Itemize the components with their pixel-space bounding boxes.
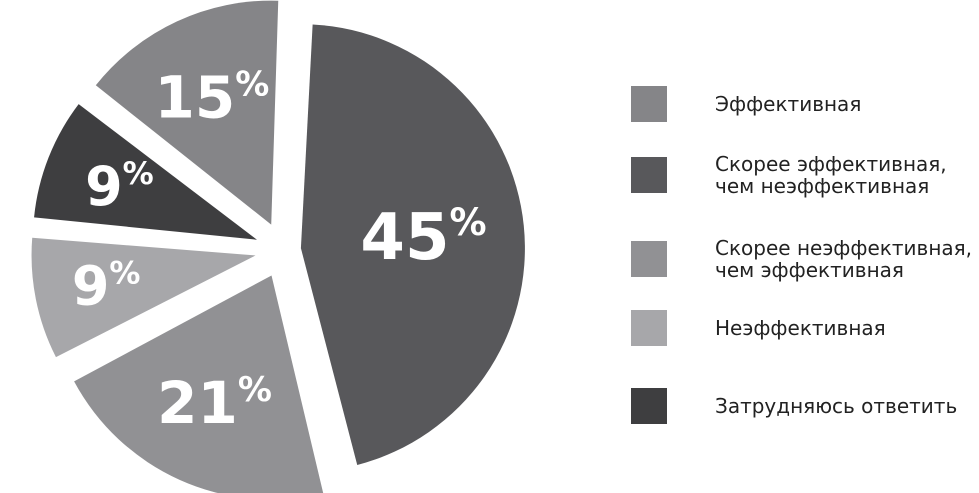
legend-item-rather-ineffective: Скорее неэффективная, чем эффективная — [631, 237, 972, 281]
pie-chart: 45%21%9%9%15% — [31, 0, 525, 493]
legend-item-effective: Эффективная — [631, 86, 861, 122]
slice-hard-to-say — [34, 104, 257, 240]
data-label-effective: 15% — [154, 63, 269, 131]
slice-rather-ineffective — [74, 275, 324, 493]
legend: Эффективная Скорее эффективная, чем неэф… — [631, 0, 979, 493]
pie-labels: 45%21%9%9%15% — [72, 63, 487, 437]
data-label-rather-ineffective: 21% — [157, 369, 272, 437]
data-label-ineffective: 9% — [72, 255, 141, 318]
legend-item-hard-to-say: Затрудняюсь ответить — [631, 388, 957, 424]
data-label-hard-to-say: 9% — [85, 155, 154, 218]
slice-rather-effective — [300, 24, 525, 465]
data-label-rather-effective: 45% — [360, 201, 486, 275]
pie-slices — [31, 0, 525, 493]
legend-label: Скорее неэффективная, чем эффективная — [715, 236, 973, 282]
legend-swatch — [631, 86, 667, 122]
legend-swatch — [631, 310, 667, 346]
slice-ineffective — [31, 237, 256, 358]
legend-label: Эффективная — [715, 92, 862, 116]
slice-effective — [95, 0, 279, 225]
legend-item-ineffective: Неэффективная — [631, 310, 886, 346]
legend-label: Затрудняюсь ответить — [715, 394, 958, 418]
legend-swatch — [631, 157, 667, 193]
legend-swatch — [631, 388, 667, 424]
legend-item-rather-effective: Скорее эффективная, чем неэффективная — [631, 153, 947, 197]
legend-swatch — [631, 241, 667, 277]
legend-label: Неэффективная — [715, 316, 886, 340]
legend-label: Скорее эффективная, чем неэффективная — [715, 152, 947, 198]
